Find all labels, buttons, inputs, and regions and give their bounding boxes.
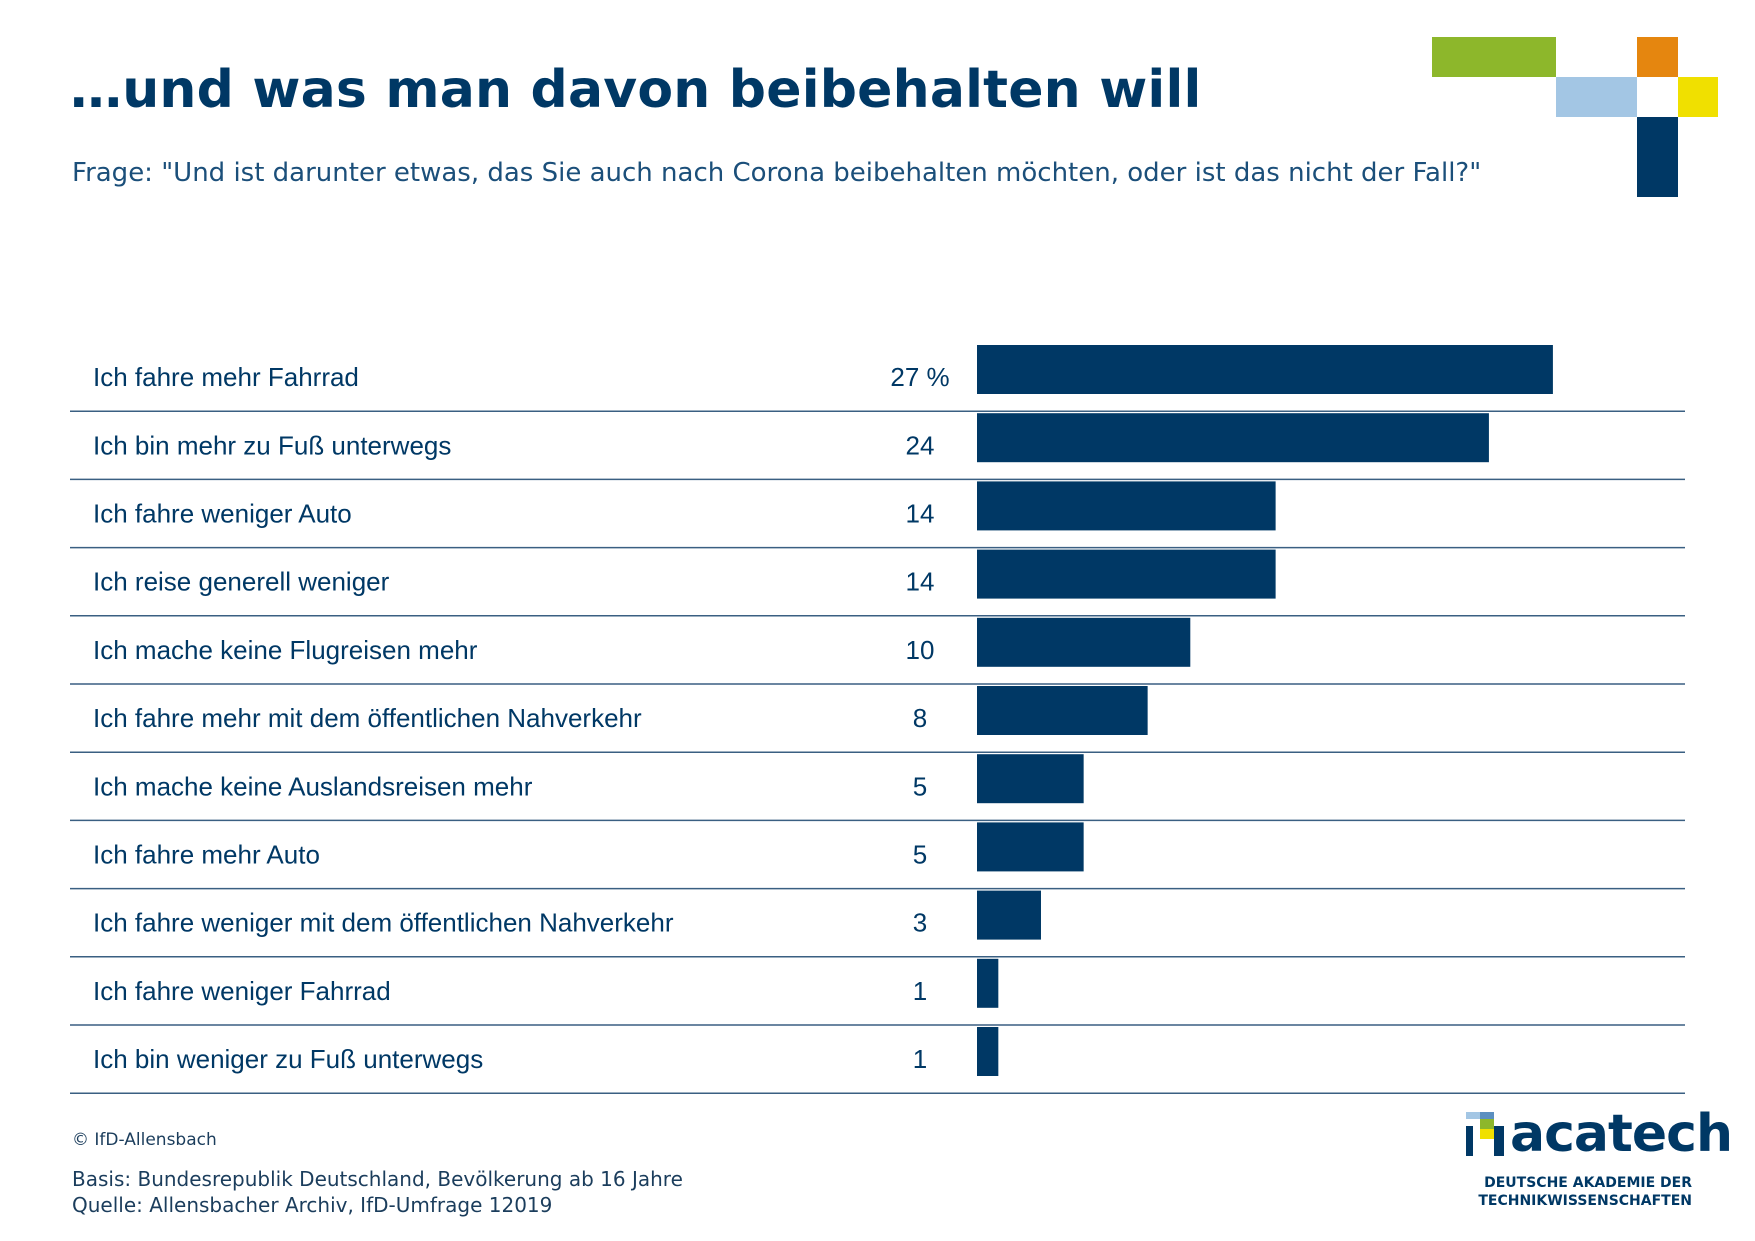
bar: [977, 345, 1553, 394]
bar: [977, 481, 1276, 531]
page-title: …und was man davon beibehalten will: [70, 60, 1202, 120]
value-label: 5: [913, 771, 927, 801]
logo-mark-yellow: [1480, 1129, 1494, 1139]
deco-green-block: [1432, 37, 1556, 77]
value-label: 27 %: [890, 362, 949, 392]
logo-mark-navy-b: [1494, 1126, 1504, 1156]
source-note: Quelle: Allensbacher Archiv, IfD-Umfrage…: [72, 1193, 553, 1217]
bar-row-11: Ich bin weniger zu Fuß unterwegs 1: [70, 1027, 1685, 1094]
value-label: 8: [913, 703, 927, 733]
category-label: Ich mache keine Flugreisen mehr: [93, 635, 478, 665]
bar: [977, 549, 1276, 599]
value-label: 1: [913, 976, 927, 1006]
bar-row-3: Ich fahre weniger Auto 14: [70, 481, 1685, 549]
value-label: 3: [913, 908, 927, 938]
value-label: 5: [913, 840, 927, 870]
deco-yellow-block: [1678, 77, 1718, 117]
logo-mark-blue: [1480, 1112, 1494, 1119]
bar-row-6: Ich fahre mehr mit dem öffentlichen Nahv…: [70, 686, 1685, 753]
bar-row-4: Ich reise generell weniger 14: [70, 549, 1685, 617]
bar-row-5: Ich mache keine Flugreisen mehr 10: [70, 617, 1685, 685]
category-label: Ich fahre mehr Fahrrad: [93, 362, 359, 392]
bar-row-10: Ich fahre weniger Fahrrad 1: [70, 958, 1685, 1026]
bar: [977, 958, 999, 1008]
bar-row-1: Ich fahre mehr Fahrrad 27 %: [70, 345, 1685, 412]
deco-navy-block: [1637, 117, 1678, 197]
category-label: Ich fahre weniger Fahrrad: [93, 976, 391, 1006]
bar: [977, 617, 1191, 667]
deco-orange-block: [1637, 37, 1678, 77]
value-label: 10: [906, 635, 935, 665]
bar-row-7: Ich mache keine Auslandsreisen mehr 5: [70, 754, 1685, 822]
value-label: 1: [913, 1044, 927, 1074]
deco-lightblue-block: [1556, 77, 1637, 117]
bar: [977, 686, 1148, 735]
category-label: Ich mache keine Auslandsreisen mehr: [93, 771, 533, 801]
logo-tagline: DEUTSCHE AKADEMIE DER TECHNIKWISSENSCHAF…: [1478, 1174, 1692, 1210]
value-label: 14: [906, 499, 935, 529]
category-label: Ich reise generell weniger: [93, 567, 390, 597]
logo-tagline-line2: TECHNIKWISSENSCHAFTEN: [1478, 1193, 1692, 1209]
category-label: Ich fahre weniger mit dem öffentlichen N…: [93, 908, 674, 938]
bar: [977, 754, 1084, 804]
logo-tagline-line1: DEUTSCHE AKADEMIE DER: [1484, 1175, 1692, 1191]
logo-mark-navy-a: [1466, 1126, 1473, 1156]
value-label: 14: [906, 567, 935, 597]
copyright-note: © IfD-Allensbach: [72, 1130, 217, 1150]
basis-note: Basis: Bundesrepublik Deutschland, Bevöl…: [72, 1167, 683, 1191]
category-label: Ich bin mehr zu Fuß unterwegs: [93, 430, 451, 460]
bar-row-9: Ich fahre weniger mit dem öffentlichen N…: [70, 890, 1685, 958]
bar: [977, 822, 1084, 872]
logo-mark-lightblue: [1466, 1112, 1480, 1119]
bar: [977, 413, 1489, 463]
category-label: Ich bin weniger zu Fuß unterwegs: [93, 1044, 483, 1074]
category-label: Ich fahre mehr mit dem öffentlichen Nahv…: [93, 703, 642, 733]
bar: [977, 890, 1041, 940]
logo-wordmark: acatech: [1510, 1104, 1733, 1164]
category-label: Ich fahre mehr Auto: [93, 840, 320, 870]
question-subtitle: Frage: "Und ist darunter etwas, das Sie …: [72, 158, 1482, 188]
bar: [977, 1027, 999, 1076]
value-label: 24: [906, 430, 935, 460]
bar-row-2: Ich bin mehr zu Fuß unterwegs 24: [70, 413, 1685, 481]
bar-row-8: Ich fahre mehr Auto 5: [70, 822, 1685, 890]
acatech-logo: acatech DEUTSCHE AKADEMIE DER TECHNIKWIS…: [1462, 1104, 1733, 1212]
source-notes: Basis: Bundesrepublik Deutschland, Bevöl…: [72, 1166, 683, 1218]
category-label: Ich fahre weniger Auto: [93, 499, 352, 529]
logo-mark-green: [1480, 1119, 1494, 1129]
